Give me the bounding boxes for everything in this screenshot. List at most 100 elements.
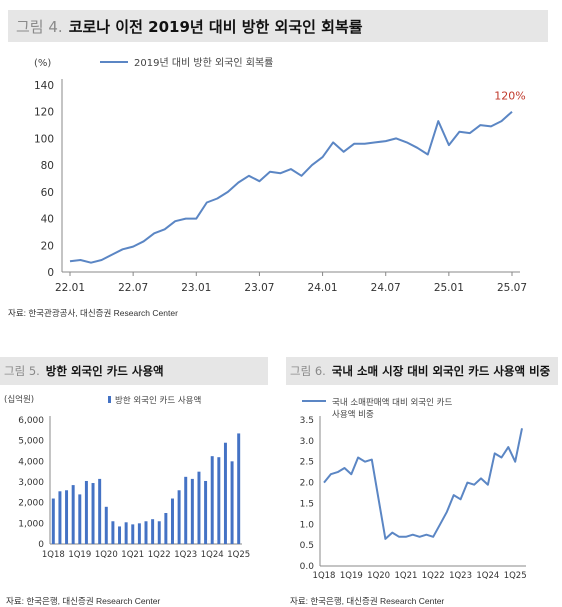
figure5-source: 자료: 한국은행, 대신증권 Research Center [6, 596, 161, 606]
bar [137, 523, 141, 544]
bar [84, 480, 88, 544]
y-tick-label: 0 [47, 267, 54, 279]
bar [51, 498, 55, 544]
figure5-title: 방한 외국인 카드 사용액 [45, 364, 164, 378]
bar [65, 490, 69, 544]
legend-label: 방한 외국인 카드 사용액 [115, 395, 201, 406]
bar [184, 476, 188, 544]
figure5-header: 그림 5. 방한 외국인 카드 사용액 [0, 357, 268, 385]
bar [190, 478, 194, 544]
bar [151, 519, 155, 544]
x-tick-label: 1Q22 [148, 550, 171, 560]
bar [131, 524, 135, 544]
y-tick-label: 40 [41, 214, 54, 226]
x-tick-label: 1Q18 [42, 550, 65, 560]
x-tick-label: 1Q25 [227, 550, 250, 560]
bar [104, 506, 108, 544]
y-tick-label: 1.5 [300, 499, 314, 509]
bar [230, 461, 234, 544]
y-tick-label: 120 [34, 107, 54, 119]
bar [217, 457, 221, 544]
bar [91, 483, 95, 544]
y-tick-label: 1,000 [18, 519, 44, 529]
figure4-title: 코로나 이전 2019년 대비 방한 외국인 회복률 [68, 17, 363, 36]
x-tick-label: 1Q21 [121, 550, 144, 560]
bar [58, 491, 62, 544]
legend-swatch [108, 396, 111, 403]
x-tick-label: 1Q18 [313, 571, 336, 581]
y-tick-label: 140 [34, 80, 54, 92]
y-tick-label: 6,000 [18, 416, 44, 426]
annotation-latest-value: 120% [494, 90, 525, 103]
bar [237, 433, 241, 544]
figure6-number: 그림 6. [290, 364, 326, 378]
x-tick-label: 23.01 [181, 282, 211, 294]
y-tick-label: 2,000 [18, 499, 44, 509]
figure4-source: 자료: 한국관광공사, 대신증권 Research Center [8, 308, 178, 318]
bar [124, 522, 128, 544]
figure4-chart: (%) 2019년 대비 방한 외국인 회복률 0 20 40 60 80 100 120 140… [34, 57, 527, 294]
figure5-chart: (십억원) 방한 외국인 카드 사용액 0 1,000 2,000 3,000 4,000 5… [4, 394, 250, 560]
legend-label-line1: 국내 소매판매액 대비 외국인 카드 [332, 397, 452, 408]
x-tick-label: 1Q23 [449, 571, 472, 581]
bar [223, 442, 227, 544]
x-tick-label: 22.01 [55, 282, 85, 294]
x-tick-label: 1Q20 [95, 550, 118, 560]
y-tick-label: 2.0 [300, 479, 315, 489]
x-tick-label: 1Q22 [422, 571, 445, 581]
series-line-share [323, 428, 523, 540]
series-line-recovery-rate [69, 110, 513, 264]
y-tick-label: 100 [34, 133, 54, 145]
x-tick-label: 24.07 [371, 282, 401, 294]
bar [144, 521, 148, 544]
x-tick-label: 1Q21 [394, 571, 417, 581]
bar [111, 521, 115, 544]
bar [197, 471, 201, 544]
x-tick-label: 24.01 [308, 282, 338, 294]
y-unit-label: (%) [34, 58, 51, 69]
x-tick-label: 1Q19 [68, 550, 91, 560]
bar [164, 513, 168, 544]
y-tick-label: 5,000 [18, 437, 44, 447]
x-tick-label: 22.07 [118, 282, 148, 294]
bar [170, 498, 174, 544]
bar [78, 494, 82, 544]
x-tick-label: 1Q24 [201, 550, 224, 560]
y-tick-label: 0.0 [300, 562, 315, 572]
x-tick-label: 1Q23 [174, 550, 197, 560]
y-tick-label: 1.0 [300, 520, 315, 530]
y-tick-label: 2.5 [300, 458, 314, 468]
figure4-header: 그림 4. 코로나 이전 2019년 대비 방한 외국인 회복률 [8, 10, 548, 42]
bar [204, 480, 208, 544]
legend-label: 2019년 대비 방한 외국인 회복률 [134, 57, 273, 69]
y-tick-label: 20 [41, 240, 54, 252]
x-tick-label: 1Q20 [367, 571, 390, 581]
x-tick-label: 23.07 [244, 282, 274, 294]
y-tick-label: 4,000 [18, 457, 44, 467]
bar [98, 478, 102, 544]
figure5-number: 그림 5. [4, 364, 40, 378]
x-tick-label: 1Q25 [504, 571, 527, 581]
figure6-header: 그림 6. 국내 소매 시장 대비 외국인 카드 사용액 비중 [286, 357, 558, 385]
x-tick-label: 25.07 [497, 282, 527, 294]
x-tick-label: 25.01 [434, 282, 464, 294]
figure4-number: 그림 4. [16, 17, 63, 36]
y-tick-label: 0 [38, 540, 44, 550]
y-tick-label: 60 [41, 187, 54, 199]
y-tick-label: 3,000 [18, 478, 44, 488]
bar [177, 490, 181, 544]
figure6-source: 자료: 한국은행, 대신증권 Research Center [290, 596, 445, 606]
bar [71, 485, 75, 544]
x-tick-label: 1Q19 [340, 571, 363, 581]
bar [118, 526, 122, 544]
bar [210, 456, 214, 544]
y-tick-label: 80 [41, 160, 54, 172]
y-tick-label: 0.5 [300, 541, 314, 551]
y-tick-label: 3.0 [300, 437, 315, 447]
y-tick-label: 3.5 [300, 416, 314, 426]
figure6-title: 국내 소매 시장 대비 외국인 카드 사용액 비중 [331, 364, 551, 378]
x-tick-label: 1Q24 [476, 571, 499, 581]
bar [157, 521, 161, 544]
legend-label-line2: 사용액 비중 [332, 409, 374, 420]
